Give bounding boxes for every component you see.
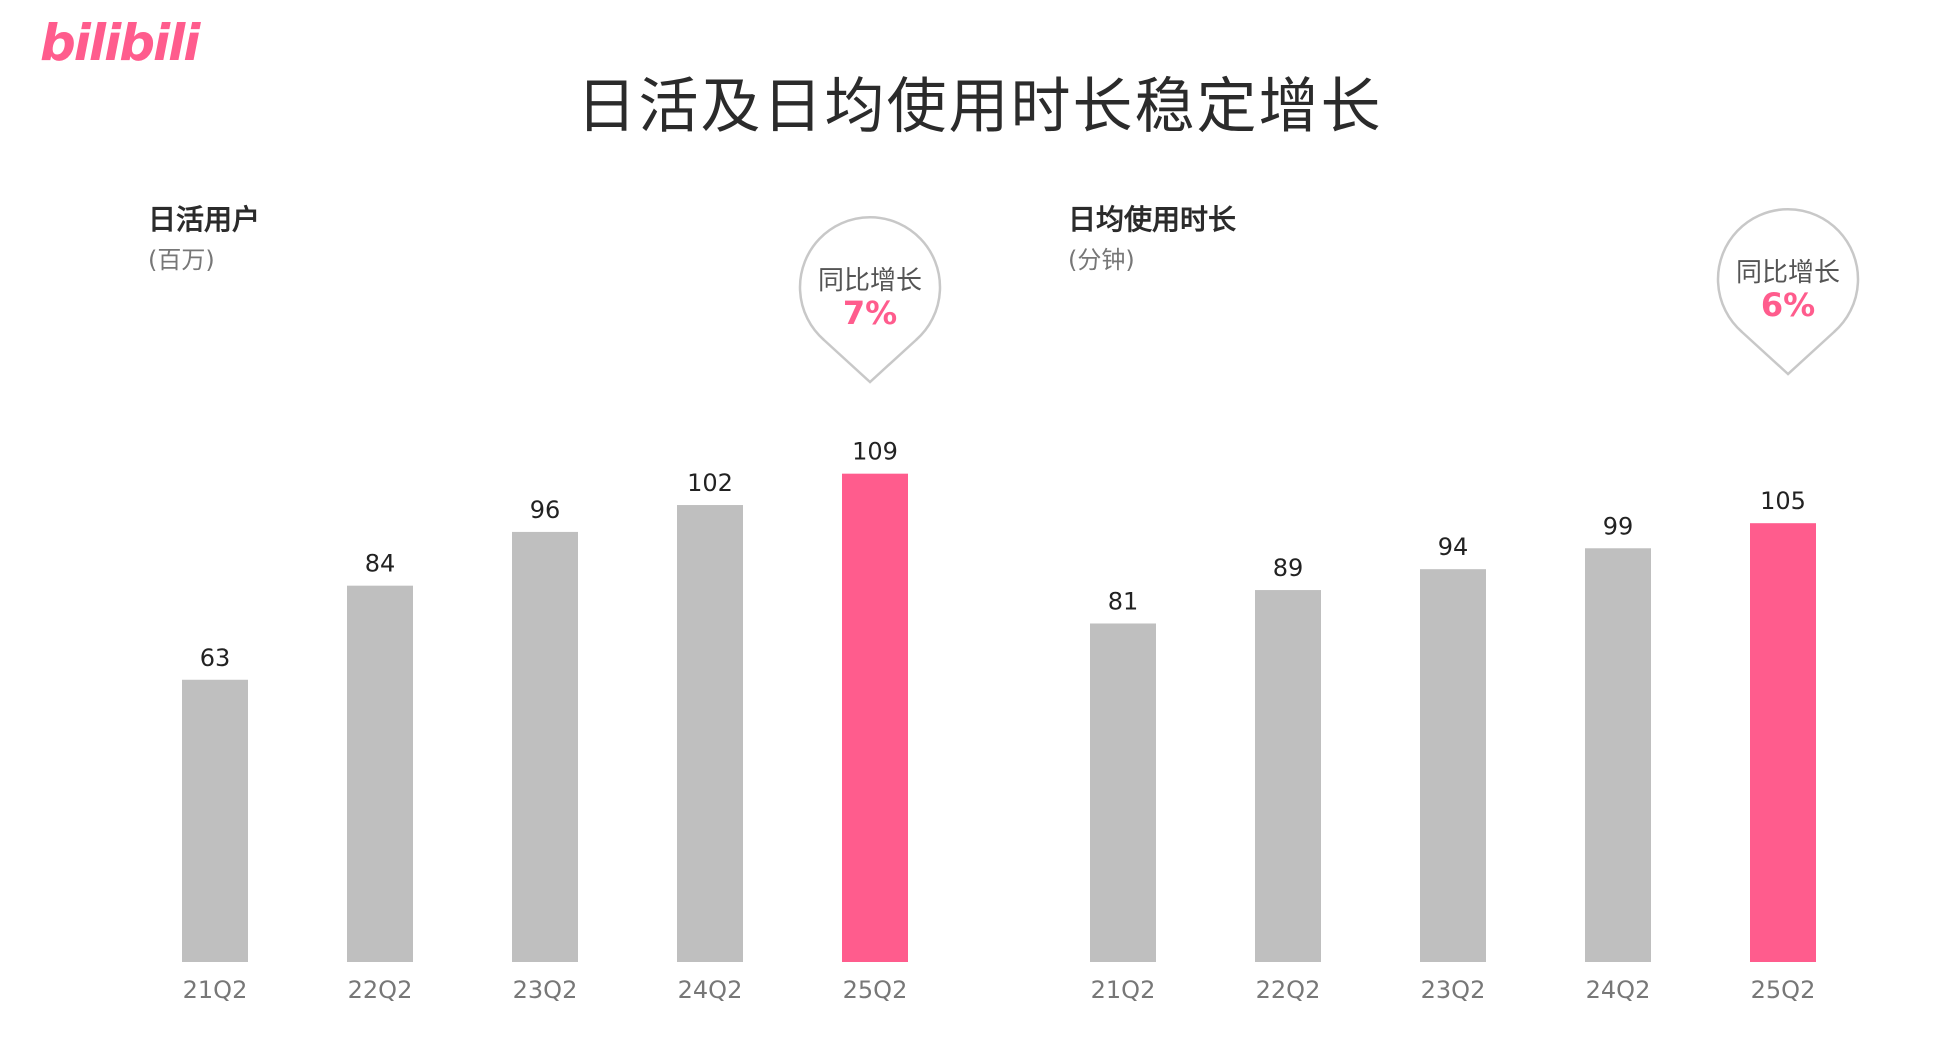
- bubble-shape: [1716, 208, 1860, 376]
- dau-tick-label-21Q2: 21Q2: [183, 976, 248, 1004]
- dau-chart-unit: (百万): [148, 246, 215, 274]
- usage-yoy-bubble: 同比增长 6%: [1712, 206, 1864, 382]
- dau-tick-label-23Q2: 23Q2: [513, 976, 578, 1004]
- usage-yoy-label: 同比增长: [1735, 258, 1840, 288]
- usage-chart-title: 日均使用时长: [1068, 203, 1237, 236]
- dau-bar-25Q2: [842, 473, 908, 962]
- usage-tick-label-23Q2: 23Q2: [1421, 976, 1486, 1004]
- page-title: 日活及日均使用时长稳定增长: [576, 72, 1383, 142]
- dau-bar-21Q2: [182, 679, 248, 962]
- dau-bar-22Q2: [347, 585, 413, 962]
- dau-value-label-21Q2: 63: [200, 644, 231, 672]
- usage-tick-label-22Q2: 22Q2: [1256, 976, 1321, 1004]
- usage-bar-22Q2: [1255, 590, 1321, 962]
- dau-bar-24Q2: [677, 505, 743, 962]
- usage-chart-unit: (分钟): [1068, 246, 1135, 274]
- usage-yoy-value: 6%: [1760, 286, 1816, 324]
- bubble-shape: [798, 216, 942, 384]
- dau-bar-23Q2: [512, 531, 578, 962]
- dau-value-label-24Q2: 102: [687, 469, 733, 497]
- dau-value-label-25Q2: 109: [852, 438, 898, 466]
- dau-tick-label-22Q2: 22Q2: [348, 976, 413, 1004]
- usage-bar-25Q2: [1750, 523, 1816, 962]
- dau-value-label-22Q2: 84: [365, 550, 396, 578]
- dau-yoy-bubble: 同比增长 7%: [794, 214, 946, 390]
- dau-yoy-label: 同比增长: [817, 266, 922, 296]
- dau-tick-label-25Q2: 25Q2: [843, 976, 908, 1004]
- usage-value-label-22Q2: 89: [1273, 554, 1304, 582]
- usage-bar-21Q2: [1090, 623, 1156, 962]
- usage-value-label-24Q2: 99: [1603, 512, 1634, 540]
- usage-bar-23Q2: [1420, 569, 1486, 962]
- dau-chart-title: 日活用户: [148, 203, 261, 236]
- usage-tick-label-24Q2: 24Q2: [1586, 976, 1651, 1004]
- dau-yoy-value: 7%: [842, 294, 898, 332]
- bilibili-logo: bilibili: [40, 14, 200, 72]
- dau-tick-label-24Q2: 24Q2: [678, 976, 743, 1004]
- usage-value-label-21Q2: 81: [1108, 587, 1139, 615]
- usage-bar-24Q2: [1585, 548, 1651, 962]
- usage-tick-label-21Q2: 21Q2: [1091, 976, 1156, 1004]
- usage-value-label-25Q2: 105: [1760, 487, 1806, 515]
- dau-bar-chart: 63 21Q2 84 22Q2 96 23Q2 102 24Q2 109 25Q2: [182, 438, 908, 1004]
- usage-tick-label-25Q2: 25Q2: [1751, 976, 1816, 1004]
- dau-value-label-23Q2: 96: [530, 496, 561, 524]
- usage-value-label-23Q2: 94: [1438, 533, 1469, 561]
